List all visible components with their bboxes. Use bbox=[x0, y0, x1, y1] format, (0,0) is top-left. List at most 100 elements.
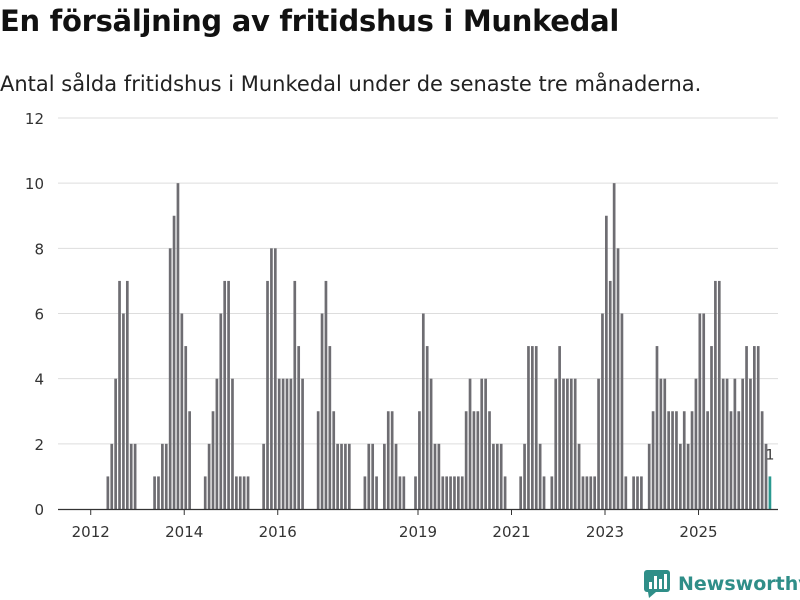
bar bbox=[297, 346, 301, 509]
x-tick-label: 2023 bbox=[586, 523, 624, 541]
highlight-bar bbox=[768, 476, 772, 509]
bar bbox=[125, 280, 129, 509]
bar bbox=[336, 443, 339, 509]
bar bbox=[172, 215, 176, 509]
bar bbox=[398, 476, 402, 509]
bar bbox=[679, 443, 682, 509]
bar bbox=[231, 378, 234, 509]
bar bbox=[449, 476, 452, 509]
x-tick-label: 2014 bbox=[165, 523, 203, 541]
bar bbox=[593, 476, 597, 509]
bar bbox=[616, 248, 620, 509]
bar bbox=[706, 411, 709, 509]
y-tick-label: 6 bbox=[34, 306, 44, 324]
y-tick-label: 10 bbox=[25, 175, 44, 193]
bar bbox=[729, 411, 733, 509]
bar bbox=[347, 443, 351, 509]
bar bbox=[203, 476, 207, 509]
bar bbox=[445, 476, 449, 509]
bar bbox=[211, 411, 215, 509]
bar bbox=[441, 476, 445, 509]
bar bbox=[219, 313, 223, 509]
bar bbox=[492, 443, 495, 509]
bar bbox=[612, 183, 616, 510]
bar bbox=[624, 476, 628, 509]
bar bbox=[562, 378, 565, 509]
bar bbox=[332, 411, 336, 509]
bar bbox=[468, 378, 472, 509]
bar bbox=[721, 378, 725, 509]
bar bbox=[651, 411, 655, 509]
bar bbox=[363, 476, 367, 509]
bar bbox=[608, 280, 612, 509]
bar bbox=[675, 411, 678, 509]
y-tick-label: 4 bbox=[34, 371, 44, 389]
y-tick-label: 2 bbox=[34, 436, 44, 454]
bar bbox=[597, 378, 600, 509]
bar bbox=[527, 346, 530, 509]
bar bbox=[421, 313, 425, 509]
bar bbox=[429, 378, 433, 509]
bar bbox=[566, 378, 569, 509]
bar bbox=[464, 411, 468, 509]
bar bbox=[745, 346, 748, 509]
y-tick-label: 0 bbox=[34, 501, 44, 519]
bar bbox=[367, 443, 371, 509]
bar bbox=[293, 280, 297, 509]
chart-subtitle: Antal sålda fritidshus i Munkedal under … bbox=[0, 72, 702, 96]
bar bbox=[690, 411, 694, 509]
bar bbox=[215, 378, 219, 509]
bar bbox=[534, 346, 538, 509]
bar bbox=[581, 476, 585, 509]
bar bbox=[176, 183, 180, 510]
bar bbox=[371, 443, 375, 509]
bar bbox=[671, 411, 674, 509]
bar bbox=[682, 411, 686, 509]
bar bbox=[558, 346, 561, 509]
bar bbox=[640, 476, 643, 509]
bar bbox=[383, 443, 386, 509]
bar bbox=[273, 248, 277, 509]
bar bbox=[460, 476, 464, 509]
bar bbox=[328, 346, 332, 509]
bar bbox=[686, 443, 690, 509]
bar bbox=[161, 443, 164, 509]
x-tick-label: 2025 bbox=[679, 523, 717, 541]
bar bbox=[503, 476, 507, 509]
bar bbox=[188, 411, 191, 509]
bar bbox=[519, 476, 523, 509]
bar bbox=[289, 378, 293, 509]
bar bbox=[238, 476, 242, 509]
bar bbox=[129, 443, 133, 509]
bar bbox=[281, 378, 285, 509]
x-tick-label: 2016 bbox=[259, 523, 297, 541]
brand-name: Newsworthy bbox=[678, 573, 800, 595]
bar bbox=[262, 443, 265, 509]
bar bbox=[601, 313, 604, 509]
bar bbox=[266, 280, 269, 509]
bar bbox=[394, 443, 398, 509]
bar bbox=[180, 313, 184, 509]
bar bbox=[324, 280, 328, 509]
bar bbox=[717, 280, 721, 509]
bar bbox=[340, 443, 343, 509]
y-tick-label: 8 bbox=[34, 240, 44, 258]
chart-title: En försäljning av fritidshus i Munkedal bbox=[0, 4, 620, 38]
bar bbox=[414, 476, 417, 509]
newsworthy-brand[interactable]: Newsworthy bbox=[644, 568, 800, 600]
bar bbox=[495, 443, 499, 509]
bar bbox=[538, 443, 542, 509]
bar bbox=[118, 280, 121, 509]
bar bbox=[433, 443, 437, 509]
bar bbox=[554, 378, 558, 509]
bar bbox=[301, 378, 304, 509]
bar bbox=[223, 280, 227, 509]
bar bbox=[153, 476, 156, 509]
bar bbox=[733, 378, 737, 509]
bar bbox=[402, 476, 406, 509]
newsworthy-logo-icon bbox=[644, 570, 670, 598]
bar bbox=[106, 476, 110, 509]
bar bbox=[702, 313, 706, 509]
bar bbox=[753, 346, 756, 509]
bar bbox=[320, 313, 324, 509]
